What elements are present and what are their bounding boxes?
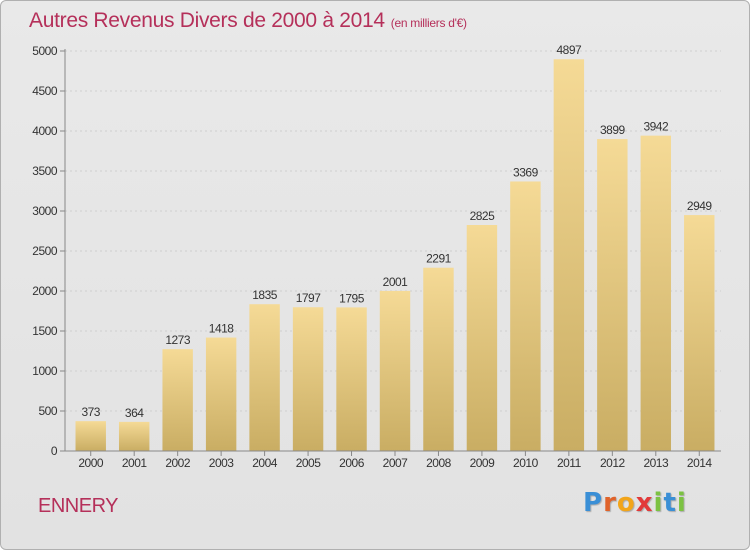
logo-letter: P	[583, 488, 604, 518]
bar-2008	[423, 267, 454, 451]
bar-2014	[684, 215, 715, 451]
bar-value-label: 2825	[470, 209, 496, 223]
x-tick-label: 2007	[383, 456, 409, 470]
bar-value-label: 2949	[687, 199, 713, 213]
bar-2011	[553, 59, 585, 452]
y-tick-label: 1000	[32, 364, 58, 378]
x-tick-label: 2010	[513, 456, 539, 470]
bar-2009	[466, 225, 498, 451]
bar-2000	[75, 421, 106, 451]
bar-value-label: 3942	[643, 120, 669, 134]
bar-2010	[510, 181, 541, 452]
bar-2007	[379, 290, 411, 451]
y-tick-label: 3500	[32, 164, 58, 178]
bar-2005	[292, 307, 324, 451]
logo-letter: o	[616, 488, 636, 518]
y-tick-label: 3000	[32, 204, 58, 218]
chart-title: Autres Revenus Divers de 2000 à 2014 (en …	[29, 9, 467, 33]
bar-value-label: 373	[81, 405, 100, 419]
bar-2001	[118, 421, 150, 451]
x-tick-label: 2006	[339, 456, 365, 470]
y-tick-label: 5000	[32, 44, 58, 58]
bar-value-label: 3369	[513, 165, 539, 179]
proxiti-logo[interactable]: Proxiti	[583, 488, 687, 518]
x-tick-label: 2001	[122, 456, 148, 470]
x-tick-label: 2012	[600, 456, 626, 470]
x-tick-label: 2003	[209, 456, 235, 470]
bar-2002	[162, 349, 193, 451]
bar-value-label: 2001	[383, 275, 409, 289]
bar-value-label: 1797	[296, 291, 322, 305]
bar-value-label: 4897	[557, 43, 583, 57]
bar-2013	[640, 135, 672, 451]
x-tick-label: 2009	[470, 456, 496, 470]
x-tick-label: 2002	[165, 456, 191, 470]
y-tick-label: 4000	[32, 124, 58, 138]
x-tick-label: 2008	[426, 456, 452, 470]
y-tick-label: 4500	[32, 84, 58, 98]
x-tick-label: 2005	[296, 456, 322, 470]
bar-value-label: 3899	[600, 123, 626, 137]
logo-letter: r	[603, 488, 617, 518]
bar-value-label: 1835	[252, 288, 278, 302]
y-tick-label: 0	[51, 444, 58, 458]
x-tick-label: 2013	[643, 456, 669, 470]
bar-2012	[597, 139, 628, 451]
bar-value-label: 1273	[165, 333, 191, 347]
x-tick-label: 2014	[687, 456, 713, 470]
bar-2004	[249, 304, 280, 451]
y-tick-label: 1500	[32, 324, 58, 338]
logo-letter: t	[663, 488, 677, 518]
logo-letter: x	[635, 488, 654, 518]
x-tick-label: 2011	[557, 456, 582, 470]
logo-letter: i	[653, 488, 664, 518]
bar-2006	[336, 307, 367, 451]
x-tick-label: 2004	[252, 456, 278, 470]
bar-value-label: 1418	[209, 322, 235, 336]
commune-name: ENNERY	[38, 495, 119, 517]
y-tick-label: 2500	[32, 244, 58, 258]
y-tick-label: 2000	[32, 284, 58, 298]
chart-title-text: Autres Revenus Divers de 2000 à 2014	[29, 9, 385, 32]
y-tick-label: 500	[38, 404, 57, 418]
bar-2003	[205, 337, 237, 451]
bar-value-label: 364	[125, 406, 144, 420]
x-tick-label: 2000	[78, 456, 104, 470]
chart-unit: (en milliers d'€)	[390, 16, 467, 30]
bar-value-label: 2291	[426, 252, 452, 266]
logo-letter: i	[676, 488, 687, 518]
bar-value-label: 1795	[339, 291, 365, 305]
